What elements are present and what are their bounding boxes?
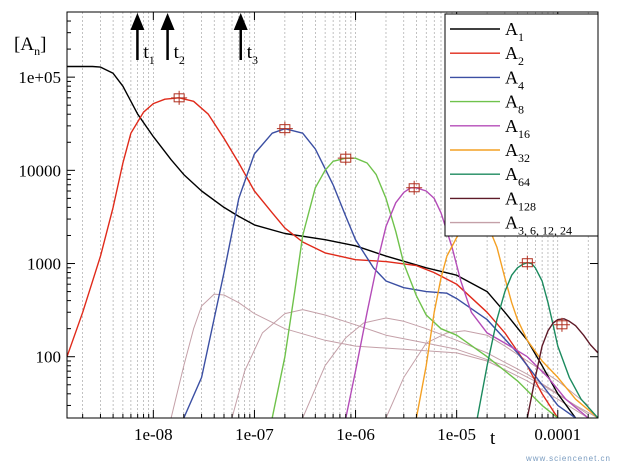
error-markers	[171, 90, 570, 332]
arrow-head	[130, 13, 145, 30]
y-tick-label: 1000	[27, 255, 61, 274]
series-a-32	[415, 221, 598, 418]
series-a-128	[526, 318, 598, 418]
time-arrows: t1 t2 t3	[130, 13, 258, 67]
series-a-16	[345, 187, 589, 418]
watermark: www.sciencenet.cn	[525, 454, 611, 463]
y-tick-label: 10000	[19, 161, 62, 180]
arrow-head	[233, 13, 248, 30]
series-a-64	[476, 262, 598, 418]
series-a-minor	[385, 330, 589, 418]
axis-ticks: 1e-08 1e-07 1e-06 1e-05 0.0001 100 1000 10000 1e…	[18, 12, 598, 444]
arrow-head	[160, 13, 175, 30]
arrow-label: t3	[247, 42, 258, 67]
x-tick-label: 1e-05	[437, 425, 476, 444]
series-a-1	[67, 65, 577, 418]
arrow-label: t2	[174, 42, 185, 67]
series-group	[67, 65, 598, 418]
arrow-label: t1	[143, 42, 154, 67]
series-a-2	[67, 97, 559, 418]
x-axis-label: t	[490, 428, 496, 449]
y-tick-label: 1e+05	[18, 68, 61, 87]
y-axis-label: [An]	[14, 34, 46, 58]
x-tick-label: 1e-06	[336, 425, 375, 444]
series-a-4	[183, 127, 577, 418]
series-a-8	[271, 157, 559, 418]
x-tick-label: 1e-08	[134, 425, 173, 444]
series-a-minor	[302, 317, 589, 418]
y-tick-label: 100	[36, 348, 62, 367]
series-a-minor	[231, 309, 598, 418]
x-tick-label: 0.0001	[534, 425, 581, 444]
x-tick-label: 1e-07	[235, 425, 274, 444]
